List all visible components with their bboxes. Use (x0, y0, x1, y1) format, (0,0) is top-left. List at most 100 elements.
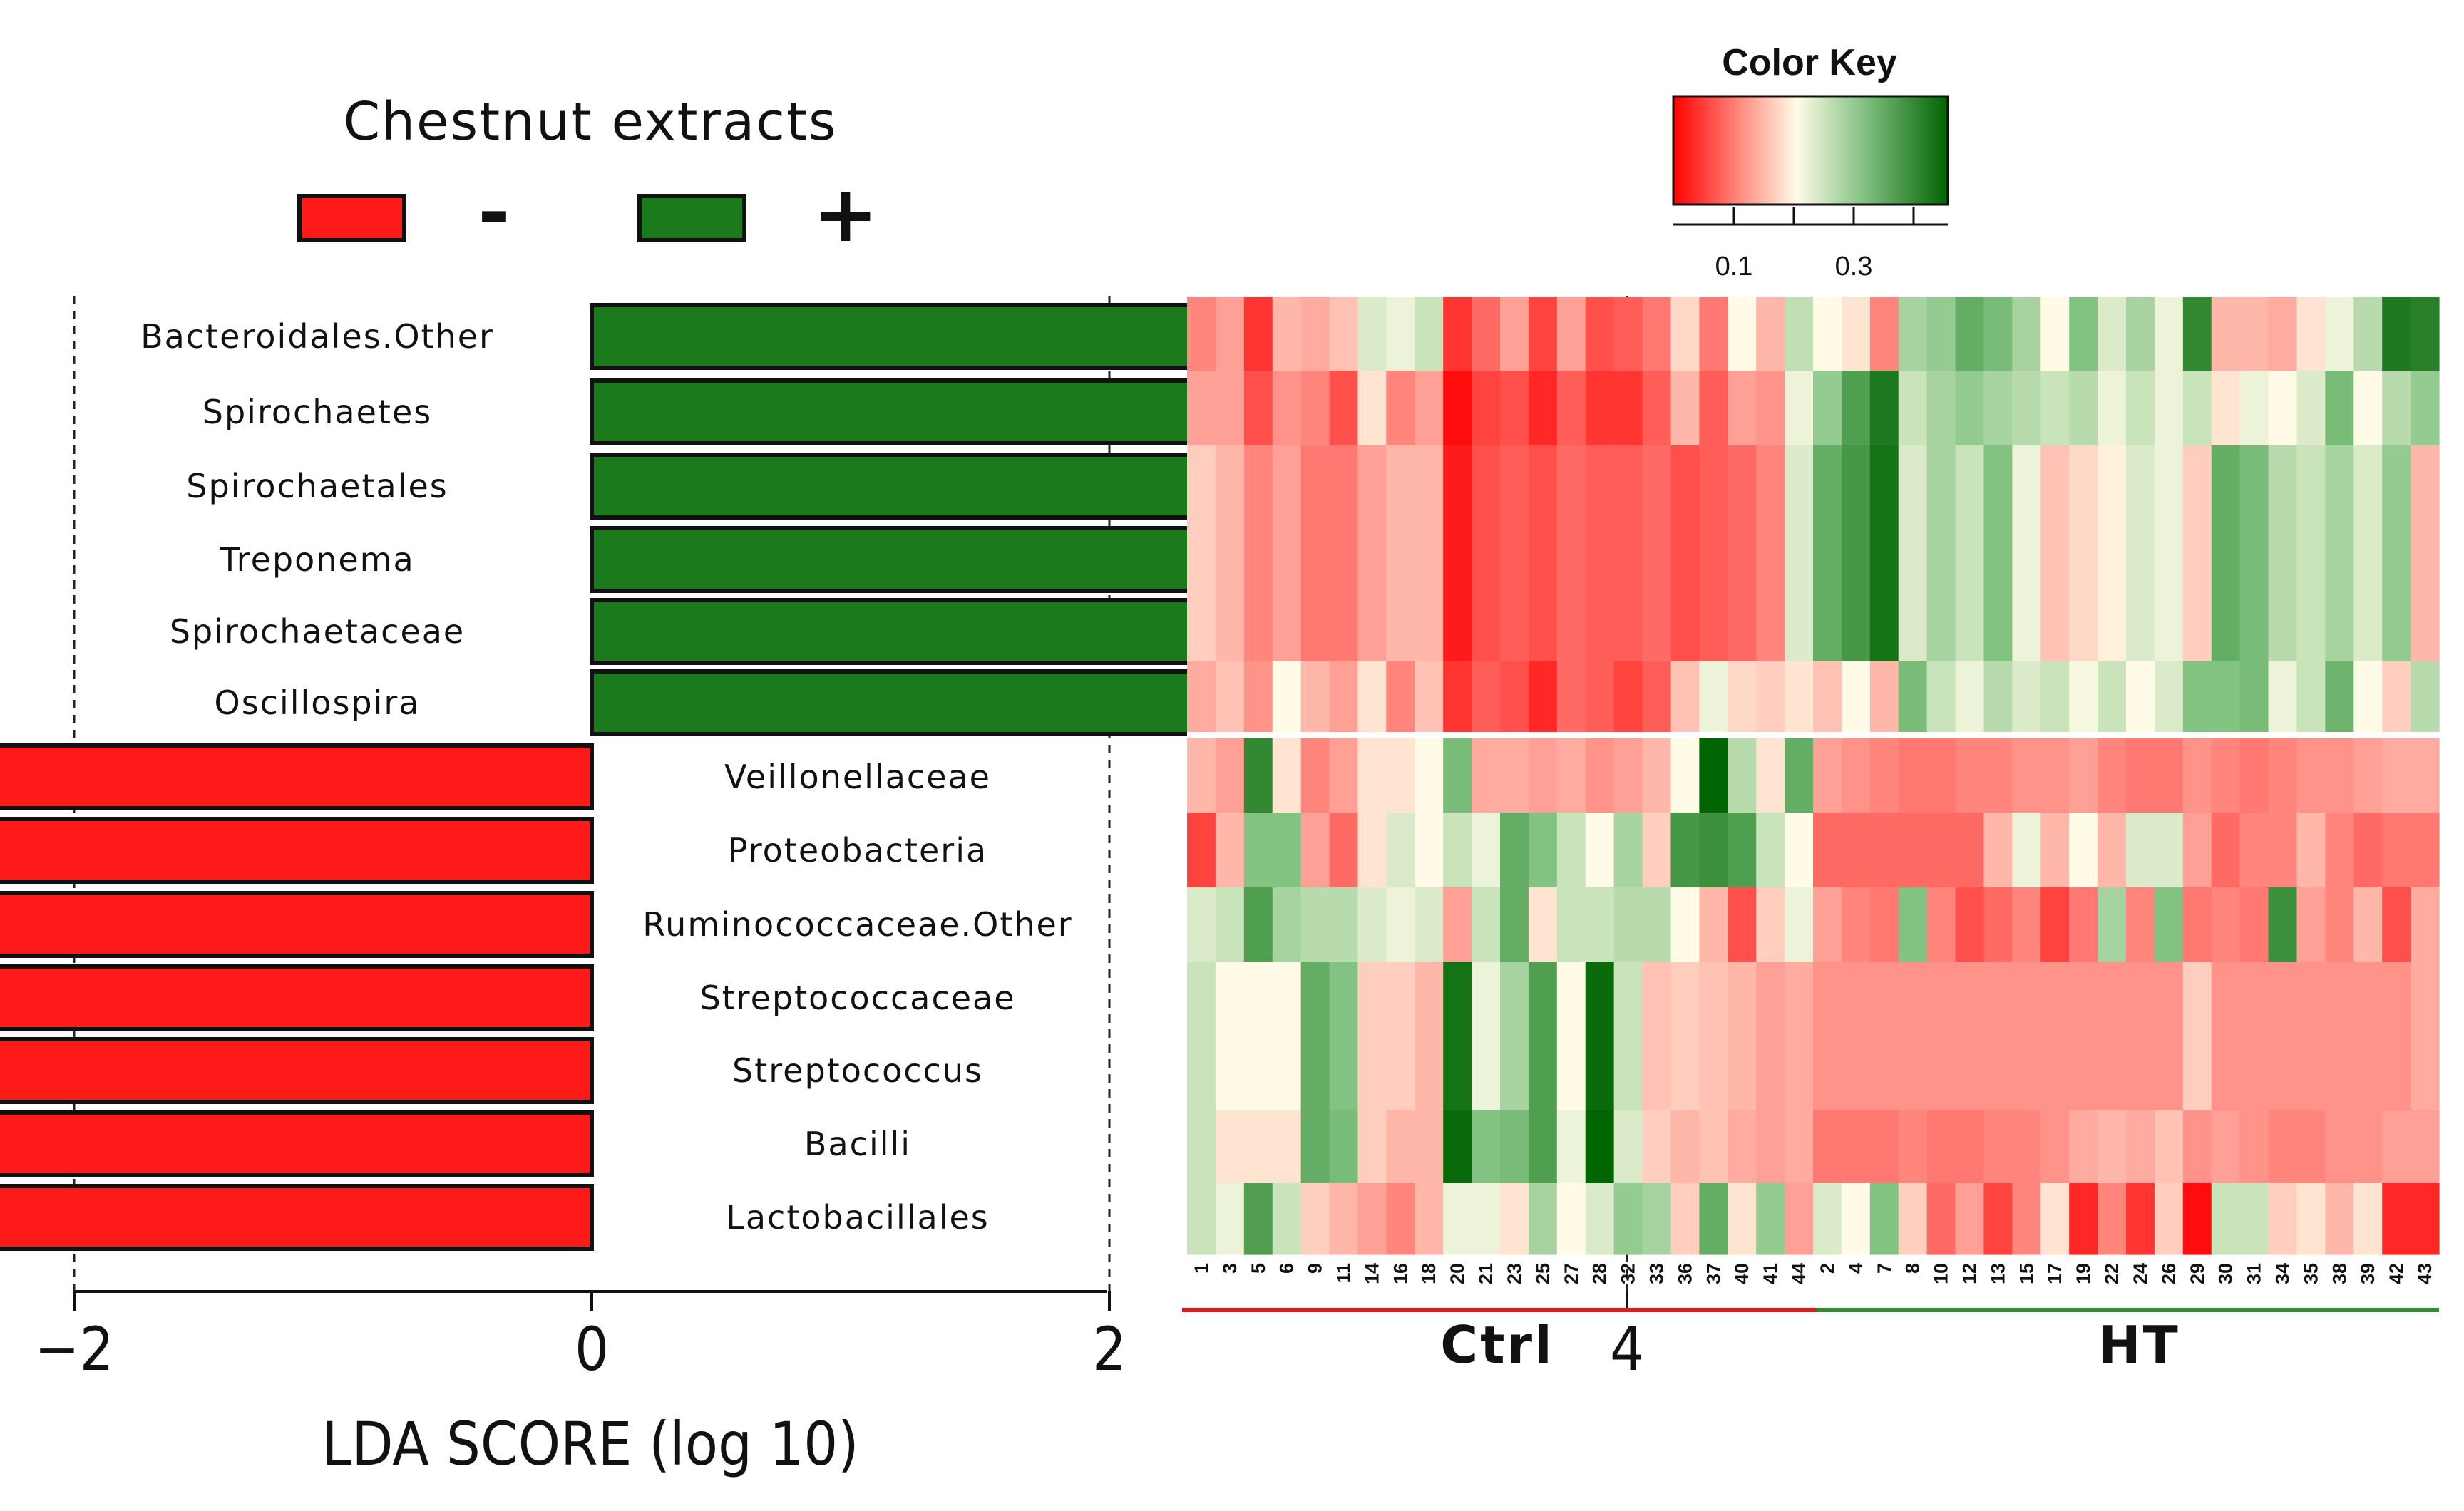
legend-positive-label: + (813, 168, 878, 259)
heatmap-cell (1556, 661, 1586, 733)
heatmap-cell (1955, 1110, 1985, 1184)
heatmap-sample-label: 1 (1191, 1263, 1212, 1274)
heatmap-cell (1898, 813, 1928, 888)
heatmap-cell (1841, 297, 1871, 371)
heatmap-cell (1329, 371, 1359, 446)
heatmap-cell (2126, 371, 2155, 446)
heatmap-cell (2268, 297, 2298, 371)
heatmap-sample-label: 16 (1390, 1263, 1411, 1284)
heatmap-cell (2268, 962, 2298, 1038)
heatmap-cell (1841, 661, 1871, 733)
heatmap-cell (1386, 887, 1415, 963)
heatmap-cell (1528, 1183, 1558, 1255)
heatmap-cell (2098, 1110, 2127, 1184)
heatmap-cell (1642, 445, 1672, 520)
heatmap-sample-label: 30 (2215, 1263, 2237, 1284)
heatmap-cell (1386, 297, 1415, 371)
heatmap-cell (1272, 887, 1302, 963)
heatmap-cell (1642, 887, 1672, 963)
heatmap-cell (1243, 519, 1273, 591)
heatmap-cell (1500, 661, 1529, 733)
heatmap-cell (1585, 445, 1615, 520)
heatmap-cell (2296, 371, 2326, 446)
heatmap-cell (1983, 590, 2013, 662)
heatmap-cell (1472, 1037, 1501, 1111)
heatmap-cell (1528, 813, 1558, 888)
heatmap-cell (1728, 445, 1757, 520)
heatmap-cell (1329, 813, 1359, 888)
heatmap-sample-label: 22 (2101, 1263, 2122, 1284)
heatmap-cell (2069, 887, 2098, 963)
heatmap-cell (1556, 813, 1586, 888)
heatmap-cell (1386, 1037, 1415, 1111)
heatmap-cell (1500, 1110, 1529, 1184)
heatmap-cell (1272, 297, 1302, 371)
heatmap-cell (1670, 297, 1700, 371)
heatmap-cell (2040, 661, 2070, 733)
heatmap-cell (1500, 590, 1529, 662)
heatmap-cell (1642, 661, 1672, 733)
heatmap-cell (1187, 887, 1216, 963)
heatmap-cell (2069, 962, 2098, 1038)
heatmap-cell (1500, 1183, 1529, 1255)
heatmap-cell (1329, 962, 1359, 1038)
heatmap-sample-label: 24 (2130, 1263, 2151, 1284)
heatmap-cell (1728, 1110, 1757, 1184)
heatmap-cell (1898, 297, 1928, 371)
heatmap-cell (1300, 813, 1330, 888)
heatmap-cell (2211, 813, 2241, 888)
heatmap-cell (2126, 445, 2155, 520)
heatmap-cell (2211, 1110, 2241, 1184)
heatmap-cell (1528, 661, 1558, 733)
heatmap-cell (2239, 962, 2269, 1038)
heatmap-cell (2325, 445, 2354, 520)
heatmap-cell (2325, 1183, 2354, 1255)
heatmap-cell (1785, 661, 1814, 733)
heatmap-cell (2353, 661, 2383, 733)
heatmap-cell (2154, 661, 2184, 733)
heatmap-cell (1500, 813, 1529, 888)
heatmap-cell (1926, 1110, 1956, 1184)
heatmap-cell (2211, 590, 2241, 662)
ht-group-label: HT (2098, 1315, 2180, 1375)
heatmap-cell (1500, 445, 1529, 520)
heatmap-cell (1357, 738, 1387, 813)
heatmap-sample-label: 42 (2386, 1263, 2407, 1284)
heatmap-cell (2296, 887, 2326, 963)
heatmap-cell (1472, 445, 1501, 520)
heatmap-cell (1813, 297, 1842, 371)
heatmap-cell (1613, 519, 1643, 591)
heatmap-cell (1556, 738, 1586, 813)
lda-x-tick-label: 4 (1610, 1314, 1644, 1384)
heatmap-cell (1926, 590, 1956, 662)
heatmap-cell (2296, 297, 2326, 371)
heatmap-cell (2268, 1183, 2298, 1255)
heatmap-cell (1699, 371, 1728, 446)
heatmap-cell (1728, 661, 1757, 733)
heatmap-cell (1187, 445, 1216, 520)
heatmap-cell (2382, 813, 2411, 888)
heatmap-cell (1415, 590, 1444, 662)
heatmap-cell (2268, 738, 2298, 813)
heatmap-cell (2325, 887, 2354, 963)
heatmap-cell (1500, 738, 1529, 813)
heatmap-sample-label: 9 (1305, 1263, 1326, 1274)
heatmap-cell (1443, 371, 1472, 446)
heatmap-cell (2296, 1183, 2326, 1255)
heatmap-cell (2353, 1110, 2383, 1184)
lda-bar-proteobacteria (0, 817, 594, 884)
heatmap-cell (1500, 519, 1529, 591)
heatmap-cell (1813, 371, 1842, 446)
heatmap-cell (2040, 519, 2070, 591)
heatmap-cell (1613, 813, 1643, 888)
heatmap-cell (2154, 445, 2184, 520)
heatmap-cell (1642, 590, 1672, 662)
heatmap-cell (1785, 738, 1814, 813)
heatmap-cell (2325, 738, 2354, 813)
heatmap-cell (2211, 887, 2241, 963)
heatmap-cell (1329, 887, 1359, 963)
heatmap-sample-label: 2 (1817, 1263, 1838, 1274)
heatmap-cell (1955, 1037, 1985, 1111)
heatmap-cell (1670, 519, 1700, 591)
heatmap-cell (2268, 519, 2298, 591)
